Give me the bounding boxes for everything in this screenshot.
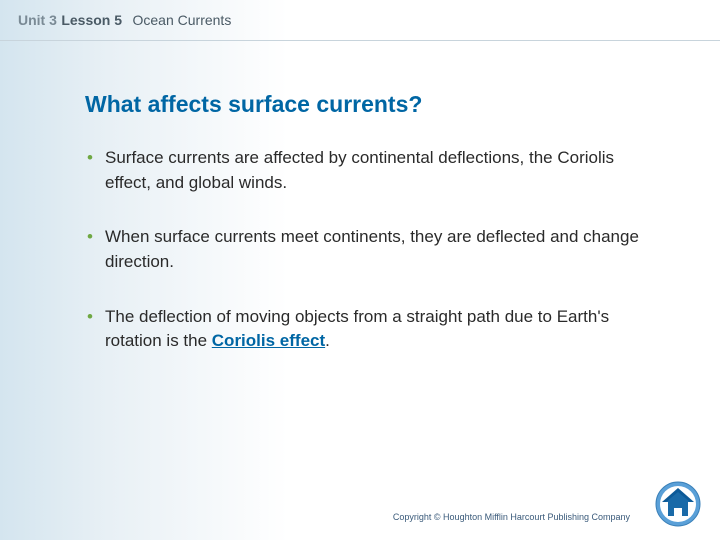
key-term: Coriolis effect: [212, 331, 325, 350]
slide: Unit 3 Lesson 5 Ocean Currents What affe…: [0, 0, 720, 540]
slide-title: What affects surface currents?: [85, 91, 660, 118]
bullet-text: Surface currents are affected by contine…: [105, 148, 614, 192]
bullet-list: Surface currents are affected by contine…: [85, 146, 660, 354]
bullet-text: When surface currents meet continents, t…: [105, 227, 639, 271]
bullet-item: When surface currents meet continents, t…: [85, 225, 660, 274]
bullet-item: Surface currents are affected by contine…: [85, 146, 660, 195]
slide-header: Unit 3 Lesson 5 Ocean Currents: [0, 0, 720, 41]
topic-label: Ocean Currents: [133, 12, 232, 28]
copyright-footer: Copyright © Houghton Mifflin Harcourt Pu…: [393, 512, 630, 522]
bullet-text-after: .: [325, 331, 330, 350]
unit-label: Unit 3: [18, 12, 57, 28]
bullet-text-before: The deflection of moving objects from a …: [105, 307, 609, 351]
home-icon[interactable]: [654, 480, 702, 528]
content-area: What affects surface currents? Surface c…: [0, 41, 720, 354]
bullet-item: The deflection of moving objects from a …: [85, 305, 660, 354]
lesson-label: Lesson 5: [61, 12, 122, 28]
